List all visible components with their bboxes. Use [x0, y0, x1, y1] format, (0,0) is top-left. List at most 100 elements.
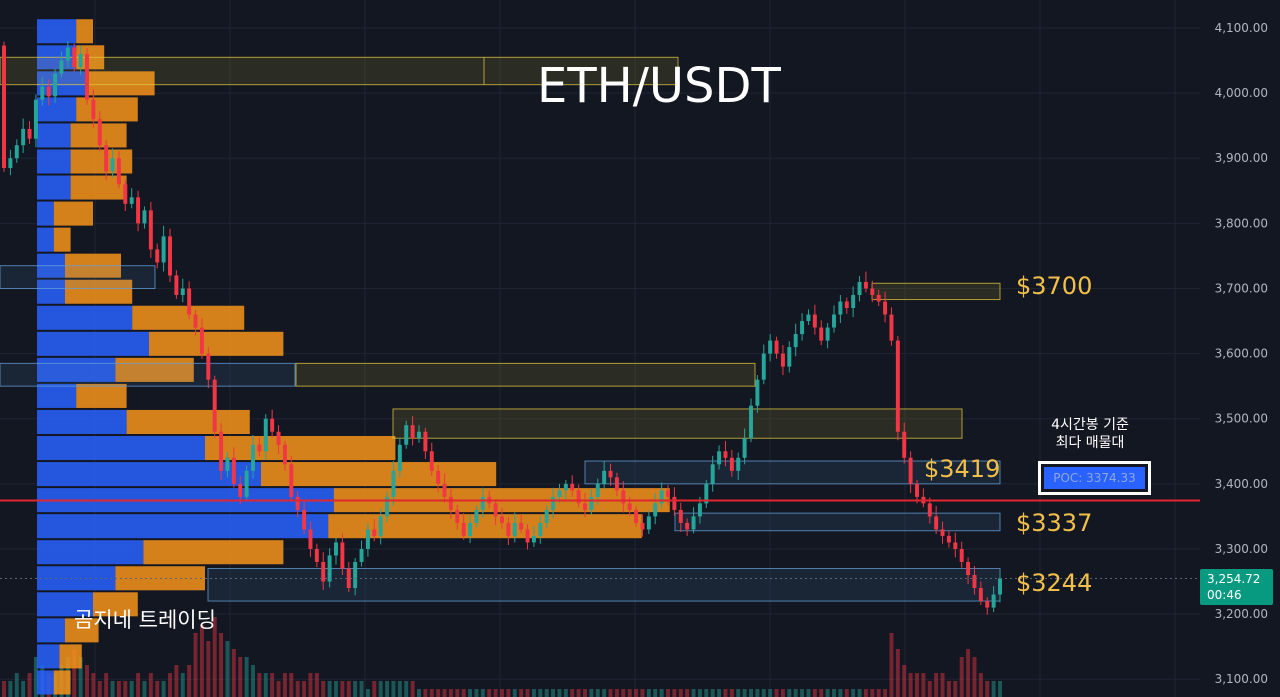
- candle-body: [302, 509, 307, 530]
- volume-bar: [627, 689, 632, 697]
- volume-bar: [2, 681, 6, 697]
- candle-body: [851, 294, 856, 309]
- volume-bar: [512, 689, 517, 697]
- price-zone: [0, 56, 679, 86]
- volume-bar: [187, 665, 192, 697]
- candle-body: [985, 601, 990, 608]
- candle-body: [129, 197, 134, 204]
- volume-bar: [985, 681, 990, 697]
- volume-bar: [334, 681, 338, 697]
- volume-bar: [353, 681, 358, 697]
- candle-body: [359, 548, 364, 562]
- candle-body: [244, 470, 249, 497]
- volume-bar: [295, 681, 300, 697]
- volume-bar: [531, 689, 536, 697]
- volume-bar: [116, 681, 121, 697]
- volume-bar: [576, 689, 581, 697]
- profile-bar-buy: [37, 71, 88, 96]
- candle-body: [187, 288, 192, 315]
- volume-bar: [308, 673, 313, 697]
- candle-body: [404, 425, 409, 445]
- volume-bar: [749, 689, 753, 697]
- volume-bar: [691, 689, 696, 697]
- volume-bar: [123, 681, 128, 697]
- volume-bar: [493, 689, 498, 697]
- profile-bar-buy: [37, 540, 144, 565]
- volume-bar: [378, 681, 383, 697]
- volume-bar: [174, 665, 179, 697]
- volume-bar: [678, 689, 683, 697]
- volume-bar: [851, 689, 856, 697]
- profile-bar-sell: [93, 592, 138, 617]
- volume-bar: [838, 689, 843, 697]
- current-price-tag[interactable]: 3,254.72 00:46: [1200, 569, 1273, 605]
- volume-bar: [646, 689, 651, 697]
- profile-bar-buy: [37, 123, 71, 148]
- price-zone: [295, 362, 756, 387]
- volume-bar: [819, 689, 824, 697]
- profile-bar-sell: [53, 201, 93, 226]
- price-zone: [0, 265, 156, 289]
- price-axis[interactable]: 4,100.00 4,000.00 3,900.00 3,800.00 3,700.00…: [1215, 21, 1268, 686]
- candle-body: [365, 529, 370, 549]
- candlesticks: [2, 41, 1002, 615]
- volume-bar: [359, 681, 364, 697]
- volume-bar: [385, 681, 390, 697]
- candle-body: [627, 503, 632, 510]
- volume-bar: [946, 681, 951, 697]
- price-zone: [871, 282, 1001, 301]
- candle-body: [155, 249, 160, 263]
- volume-bar: [614, 689, 619, 697]
- volume-bar: [91, 673, 96, 697]
- volume-bar: [832, 689, 836, 697]
- volume-bar: [583, 689, 587, 697]
- volume-bar: [704, 689, 709, 697]
- axis-tick-label: 3,200.00: [1215, 607, 1268, 621]
- candle-body: [589, 496, 594, 510]
- volume-bar: [14, 673, 19, 697]
- volume-bar: [436, 689, 441, 697]
- volume-bar: [761, 689, 766, 697]
- candle-body: [397, 444, 402, 471]
- candle-body: [825, 327, 830, 341]
- candle-body: [33, 99, 38, 139]
- candle-body: [212, 379, 217, 432]
- volume-bar: [417, 689, 421, 697]
- candle-body: [321, 561, 326, 582]
- volume-bar: [199, 625, 204, 697]
- price-zone: [674, 512, 1001, 532]
- volume-bar: [685, 689, 690, 697]
- volume-bar: [857, 689, 862, 697]
- candle-body: [870, 288, 875, 295]
- candle-body: [410, 425, 415, 439]
- profile-bar-buy: [37, 305, 133, 330]
- volume-bar: [461, 689, 466, 697]
- axis-tick-label: 3,600.00: [1215, 347, 1268, 361]
- volume-bar: [787, 689, 792, 697]
- volume-bar: [468, 689, 473, 697]
- candle-body: [314, 548, 319, 562]
- volume-bar: [206, 641, 211, 697]
- profile-bar-sell: [115, 357, 194, 382]
- volume-bar: [168, 673, 172, 697]
- volume-bar: [915, 673, 919, 697]
- axis-tick-label: 3,800.00: [1215, 216, 1268, 230]
- annotation-line-2: 최다 매물대: [1055, 435, 1125, 451]
- profile-bar-buy: [37, 436, 205, 461]
- candle-body: [193, 314, 198, 328]
- volume-bar: [978, 673, 983, 697]
- candle-body: [206, 353, 211, 380]
- volume-bar: [231, 649, 236, 697]
- volume-bar: [142, 681, 147, 697]
- volume-bar: [225, 641, 230, 697]
- candle-body: [506, 522, 511, 536]
- profile-bar-sell: [59, 644, 82, 669]
- candle-body: [372, 529, 377, 536]
- volume-bar: [365, 689, 370, 697]
- volume-bar: [940, 673, 945, 697]
- profile-bar-buy: [37, 97, 77, 122]
- volume-bar: [595, 689, 600, 697]
- volume-bar: [327, 681, 332, 697]
- volume-bar: [729, 689, 734, 697]
